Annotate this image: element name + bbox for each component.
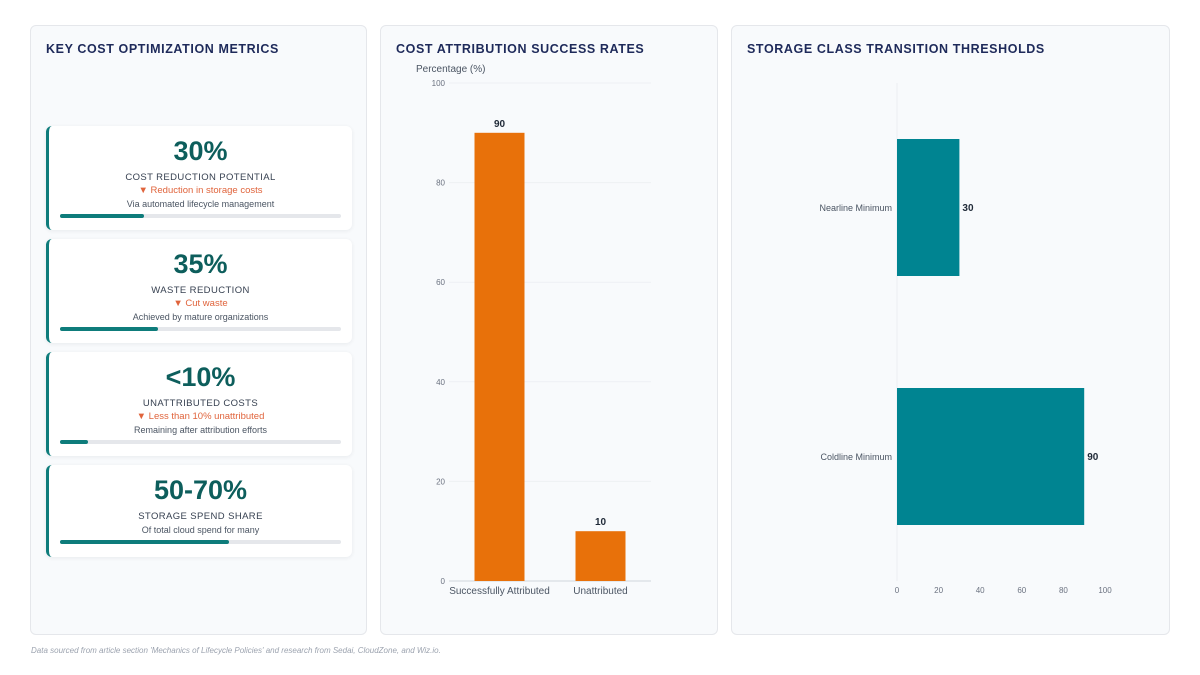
thresholds-panel: STORAGE CLASS TRANSITION THRESHOLDS 0 20 4… (731, 25, 1170, 635)
metric-label: COST REDUCTION POTENTIAL (125, 172, 276, 183)
attribution-panel: COST ATTRIBUTION SUCCESS RATES Percentag… (380, 25, 718, 635)
y-tick-label: 0 (441, 577, 446, 586)
metric-progress-fill (60, 214, 145, 218)
footer-source-note: Data sourced from article section 'Mecha… (31, 646, 441, 655)
metric-note: Remaining after attribution efforts (134, 425, 267, 435)
thresholds-panel-title: STORAGE CLASS TRANSITION THRESHOLDS (747, 42, 1045, 56)
x-tick-label: Successfully Attributed (449, 586, 550, 597)
metric-value: 35% (173, 249, 228, 279)
y-tick-label: Nearline Minimum (819, 203, 892, 213)
metric-trend: ▼ Less than 10% unattributed (136, 411, 265, 422)
x-tick-label: 100 (1098, 586, 1112, 595)
x-tick-label: 0 (895, 586, 900, 595)
metric-note: Achieved by mature organizations (132, 312, 269, 322)
x-tick-label: 60 (1017, 586, 1026, 595)
metric-card-waste-reduction: 35% WASTE REDUCTION ▼ Cut waste Achieved… (46, 239, 352, 343)
y-tick-label: 20 (436, 477, 445, 486)
metric-label: STORAGE SPEND SHARE (138, 511, 263, 522)
metric-trend: ▼ Cut waste (173, 298, 228, 309)
metric-progress-fill (60, 327, 159, 331)
metric-progress-fill (60, 540, 229, 544)
y-axis-title: Percentage (%) (416, 64, 485, 75)
metric-value: <10% (165, 362, 236, 392)
thresholds-bar-chart: 0 20 40 60 80 100 30 Nearline Minimum 90 Coldline… (819, 83, 1112, 595)
y-tick-label: 40 (436, 378, 445, 387)
x-tick-label: Unattributed (573, 586, 627, 597)
bar (575, 531, 626, 581)
metrics-panel: KEY COST OPTIMIZATION METRICS 30% COST R… (30, 25, 367, 635)
metric-progress-track (60, 540, 341, 544)
metric-card-cost-reduction: 30% COST REDUCTION POTENTIAL ▼ Reduction… (46, 126, 352, 230)
attribution-panel-title: COST ATTRIBUTION SUCCESS RATES (396, 42, 645, 56)
metric-progress-fill (60, 440, 89, 444)
data-label: 90 (1087, 452, 1099, 463)
data-label: 10 (595, 517, 607, 528)
metric-note: Via automated lifecycle management (126, 199, 275, 209)
metric-value: 50-70% (153, 475, 248, 505)
bar (897, 139, 960, 276)
metric-note: Of total cloud spend for many (141, 525, 260, 535)
metric-progress-track (60, 327, 341, 331)
metric-progress-track (60, 440, 341, 444)
metric-progress-track (60, 214, 341, 218)
metric-value: 30% (173, 136, 228, 166)
y-tick-label: 80 (436, 179, 445, 188)
x-tick-label: 20 (934, 586, 943, 595)
metric-trend: ▼ Reduction in storage costs (138, 185, 263, 196)
data-label: 30 (962, 203, 974, 214)
attribution-bar-chart: Percentage (%) 0 20 40 60 80 100 90 Successfully… (416, 64, 651, 597)
metric-card-storage-spend-share: 50-70% STORAGE SPEND SHARE Of total clou… (46, 465, 352, 557)
y-tick-label: 100 (432, 79, 446, 88)
y-tick-label: Coldline Minimum (820, 452, 892, 462)
x-tick-label: 40 (976, 586, 985, 595)
metric-label: WASTE REDUCTION (151, 285, 250, 296)
metric-label: UNATTRIBUTED COSTS (142, 398, 259, 409)
data-label: 90 (494, 119, 506, 130)
y-tick-label: 60 (436, 278, 445, 287)
x-tick-label: 80 (1059, 586, 1068, 595)
metrics-panel-title: KEY COST OPTIMIZATION METRICS (46, 42, 279, 56)
metric-card-unattributed-costs: <10% UNATTRIBUTED COSTS ▼ Less than 10% … (46, 352, 352, 456)
bar (897, 388, 1085, 525)
bar (474, 132, 525, 582)
